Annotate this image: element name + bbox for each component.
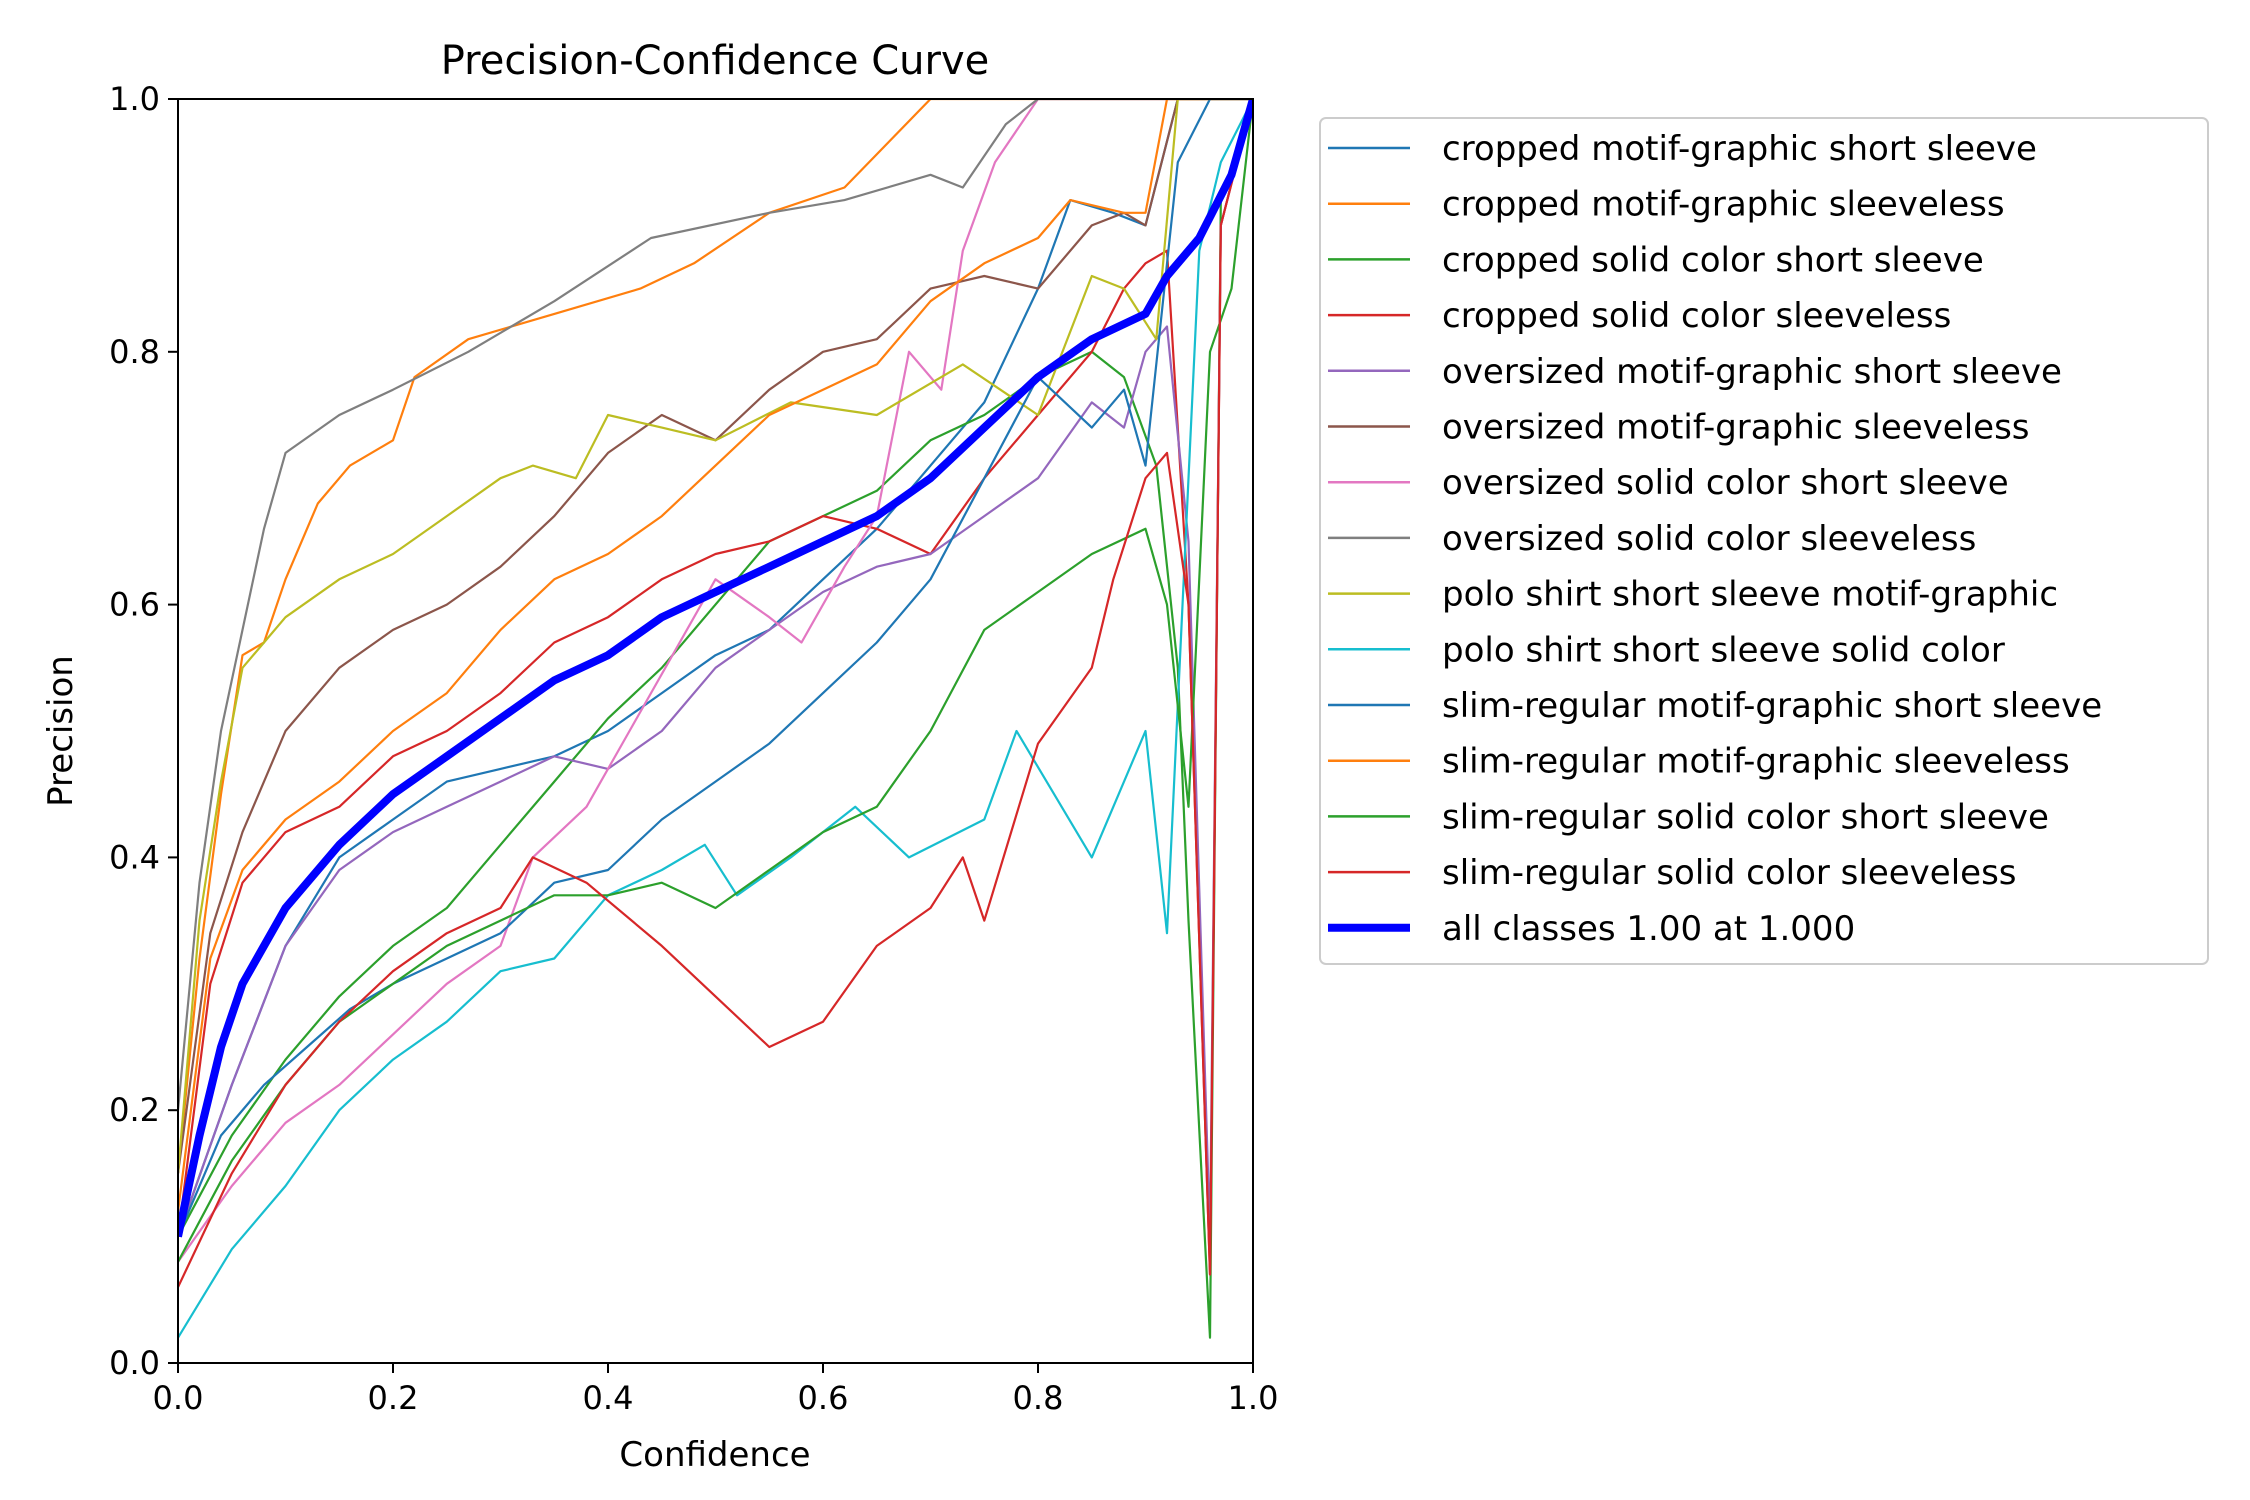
series-line-11 bbox=[178, 99, 1253, 1212]
x-axis: 0.0 0.2 0.4 0.6 0.8 1.0 bbox=[153, 1363, 1279, 1417]
series-line-10 bbox=[178, 99, 1253, 1238]
chart-title: Precision-Confidence Curve bbox=[441, 38, 990, 84]
y-tick-label: 0.2 bbox=[109, 1091, 160, 1129]
legend-label-13: slim-regular solid color sleeveless bbox=[1442, 853, 2017, 893]
series-line-1 bbox=[178, 99, 1253, 1174]
x-tick-label: 1.0 bbox=[1228, 1379, 1279, 1417]
x-tick-label: 0.8 bbox=[1013, 1379, 1064, 1417]
legend-label-14: all classes 1.00 at 1.000 bbox=[1442, 909, 1855, 949]
y-tick-label: 0.8 bbox=[109, 333, 160, 371]
legend-frame bbox=[1319, 117, 2209, 965]
legend-label-12: slim-regular solid color short sleeve bbox=[1442, 797, 2049, 837]
legend-label-9: polo shirt short sleeve solid color bbox=[1442, 630, 2005, 670]
legend-label-4: oversized motif-graphic short sleeve bbox=[1442, 352, 2062, 392]
series-line-13 bbox=[178, 99, 1253, 1288]
x-tick-label: 0.4 bbox=[583, 1379, 634, 1417]
x-tick-label: 0.0 bbox=[153, 1379, 204, 1417]
legend-label-7: oversized solid color sleeveless bbox=[1442, 519, 1976, 559]
y-axis-label: Precision bbox=[41, 655, 81, 807]
series-line-8 bbox=[178, 99, 1253, 1174]
x-tick-label: 0.6 bbox=[798, 1379, 849, 1417]
legend-label-2: cropped solid color short sleeve bbox=[1442, 240, 1984, 280]
legend: cropped motif-graphic short sleeve croppe… bbox=[1319, 117, 2209, 965]
y-axis: 0.0 0.2 0.4 0.6 0.8 1.0 bbox=[109, 80, 178, 1382]
legend-label-3: cropped solid color sleeveless bbox=[1442, 296, 1951, 336]
legend-label-10: slim-regular motif-graphic short sleeve bbox=[1442, 686, 2102, 726]
series-line-6 bbox=[178, 99, 1253, 1263]
plot-area-frame bbox=[177, 98, 1254, 1364]
series-line-4 bbox=[178, 99, 1253, 1238]
series-line-9 bbox=[178, 99, 1253, 1339]
y-tick-label: 0.6 bbox=[109, 586, 160, 624]
legend-label-11: slim-regular motif-graphic sleeveless bbox=[1442, 742, 2070, 782]
series-line-14 bbox=[178, 99, 1253, 1238]
y-tick-label: 1.0 bbox=[109, 80, 160, 118]
series-line-12 bbox=[178, 99, 1253, 1263]
series-line-7 bbox=[178, 99, 1253, 1111]
legend-label-0: cropped motif-graphic short sleeve bbox=[1442, 129, 2037, 169]
plot-lines bbox=[178, 99, 1253, 1339]
y-tick-label: 0.0 bbox=[109, 1344, 160, 1382]
x-axis-label: Confidence bbox=[619, 1435, 810, 1475]
y-tick-label: 0.4 bbox=[109, 838, 160, 876]
legend-label-5: oversized motif-graphic sleeveless bbox=[1442, 408, 2030, 448]
legend-label-1: cropped motif-graphic sleeveless bbox=[1442, 185, 2005, 225]
x-tick-label: 0.2 bbox=[368, 1379, 419, 1417]
legend-label-8: polo shirt short sleeve motif-graphic bbox=[1442, 575, 2058, 615]
legend-label-6: oversized solid color short sleeve bbox=[1442, 463, 2009, 503]
